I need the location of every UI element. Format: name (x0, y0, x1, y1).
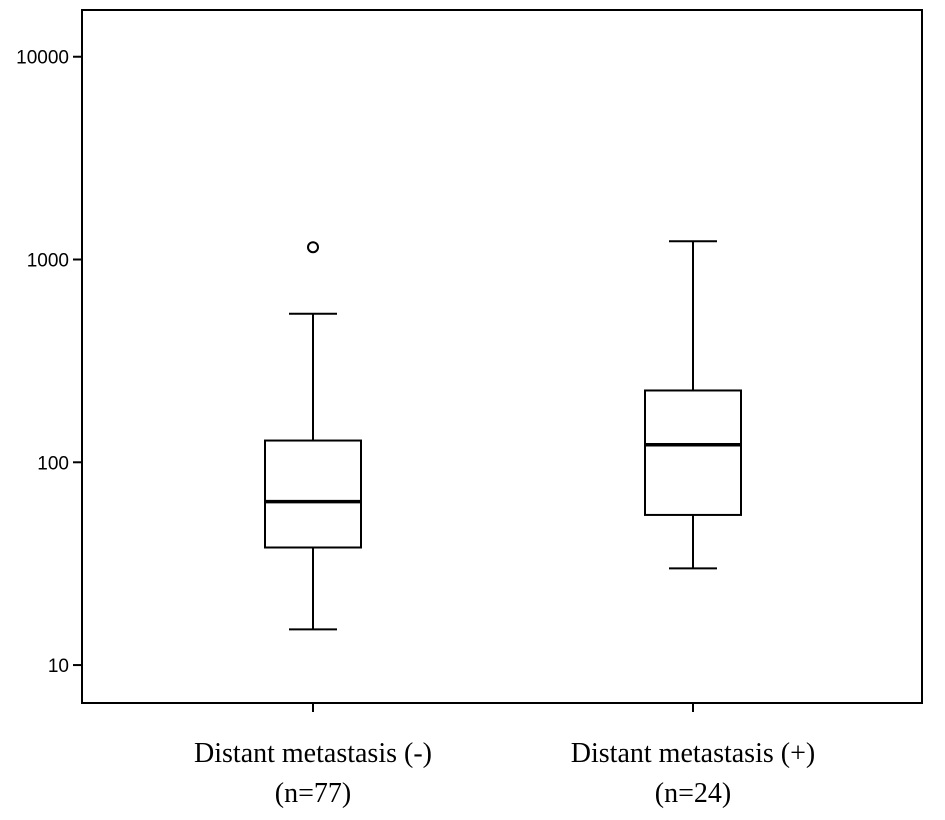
y-tick-label: 1000 (27, 251, 69, 272)
category-label: Distant metastasis (+) (571, 738, 815, 769)
outlier-point (307, 241, 319, 254)
boxes (264, 240, 742, 631)
plot-frame (81, 9, 923, 704)
box-group (264, 241, 362, 631)
category-sublabel: (n=77) (275, 778, 351, 809)
y-tick-label: 10 (48, 656, 69, 677)
iqr-box (644, 389, 742, 516)
y-tick-label: 10000 (16, 48, 69, 69)
y-axis: 10 100 1000 10000 (16, 48, 82, 677)
iqr-box (264, 439, 362, 549)
category-label: Distant metastasis (-) (194, 738, 432, 769)
category-sublabel: (n=24) (655, 778, 731, 809)
box-group (644, 240, 742, 570)
x-axis: Distant metastasis (-) (n=77) Distant meta… (194, 703, 815, 809)
y-tick-label: 100 (37, 453, 69, 474)
